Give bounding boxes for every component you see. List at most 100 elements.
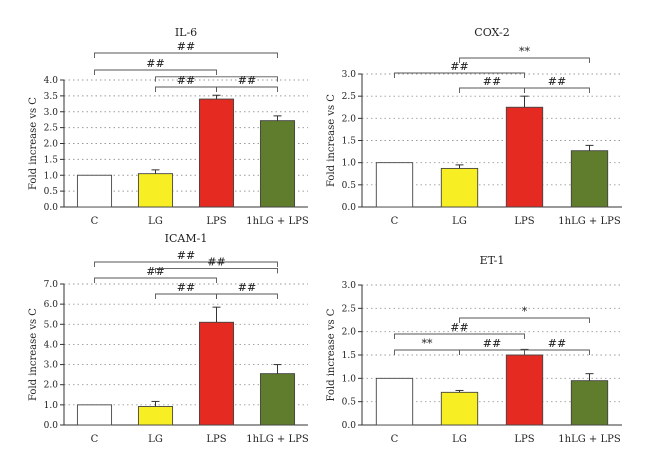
chart-title: ICAM-1 bbox=[165, 232, 208, 245]
y-tick-label: 4.0 bbox=[44, 340, 59, 350]
significance-bracket bbox=[216, 293, 278, 299]
x-tick-label: LG bbox=[452, 434, 467, 445]
y-tick-label: 1.5 bbox=[44, 155, 59, 165]
chart-panel-1: IL-6 0.0 0.5 1.0 1.5 2.0 2.5 3.0 3.5 4.0 Fold incr… bbox=[28, 26, 309, 227]
bar-lps bbox=[198, 321, 235, 426]
y-axis-label: Fold increase vs C bbox=[326, 308, 337, 401]
y-tick-label: 3.0 bbox=[44, 361, 59, 371]
y-tick-label: 1.0 bbox=[44, 171, 59, 181]
significance-label: ** bbox=[422, 337, 434, 350]
x-tick-label: LPS bbox=[514, 434, 534, 445]
bar-c bbox=[375, 377, 414, 426]
y-tick-label: 3.0 bbox=[44, 108, 59, 118]
significance-bracket bbox=[394, 333, 525, 339]
significance-label: ## bbox=[450, 60, 468, 73]
y-tick-label: 2.5 bbox=[342, 304, 357, 314]
significance-bracket bbox=[155, 76, 278, 82]
significance-label: ## bbox=[238, 281, 256, 294]
x-tick-label: 1hLG + LPS bbox=[558, 216, 621, 227]
significance-label: ## bbox=[483, 75, 501, 88]
x-tick-label: LPS bbox=[514, 216, 534, 227]
x-tick-label: LPS bbox=[206, 434, 226, 445]
y-tick-label: 0.5 bbox=[342, 398, 357, 408]
y-tick-label: 0.0 bbox=[44, 421, 59, 431]
chart-title: IL-6 bbox=[175, 26, 197, 39]
bar-lps bbox=[505, 354, 544, 426]
significance-label: ## bbox=[177, 249, 195, 262]
significance-bracket bbox=[94, 261, 278, 267]
y-axis-label: Fold increase vs C bbox=[28, 308, 39, 401]
bar-lps bbox=[198, 98, 235, 208]
y-tick-label: 1.0 bbox=[342, 159, 357, 169]
x-tick-label: C bbox=[391, 216, 399, 227]
y-axis-label: Fold increase vs C bbox=[326, 94, 337, 187]
y-tick-label: 2.0 bbox=[44, 140, 59, 150]
significance-bracket bbox=[524, 349, 590, 355]
significance-bracket bbox=[394, 72, 525, 78]
significance-label: ## bbox=[207, 255, 225, 268]
x-tick-label: C bbox=[391, 434, 399, 445]
y-tick-label: 2.0 bbox=[342, 328, 357, 338]
significance-bracket bbox=[94, 277, 217, 283]
y-tick-label: 2.0 bbox=[342, 114, 357, 124]
significance-label: ## bbox=[177, 281, 195, 294]
y-tick-label: 1.5 bbox=[342, 351, 357, 361]
x-tick-label: LG bbox=[148, 216, 163, 227]
y-tick-label: 2.0 bbox=[44, 381, 59, 391]
chart-panel-3: ICAM-1 0.0 1.0 2.0 3.0 4.0 5.0 6.0 7.0 Fold incre… bbox=[28, 232, 309, 445]
y-tick-label: 3.5 bbox=[44, 92, 59, 102]
bar-lg bbox=[440, 167, 479, 208]
x-tick-label: 1hLG + LPS bbox=[246, 216, 309, 227]
bar-1hlg-lps bbox=[259, 373, 296, 426]
y-tick-label: 1.5 bbox=[342, 137, 357, 147]
x-tick-label: LG bbox=[452, 216, 467, 227]
y-axis-label: Fold increase vs C bbox=[28, 97, 39, 190]
significance-label: ## bbox=[450, 321, 468, 334]
bar-lg bbox=[137, 173, 174, 208]
chart-title: ET-1 bbox=[480, 254, 505, 267]
x-tick-label: 1hLG + LPS bbox=[246, 434, 309, 445]
significance-label: ## bbox=[177, 74, 195, 87]
bar-1hlg-lps bbox=[259, 120, 296, 208]
bar-c bbox=[375, 162, 414, 208]
significance-bracket bbox=[94, 69, 217, 75]
x-tick-label: 1hLG + LPS bbox=[558, 434, 621, 445]
significance-bracket bbox=[459, 87, 525, 93]
y-tick-label: 0.0 bbox=[342, 203, 357, 213]
y-tick-label: 5.0 bbox=[44, 320, 59, 330]
significance-label: ## bbox=[146, 57, 164, 70]
chart-panel-2: COX-2 0.0 0.5 1.0 1.5 2.0 2.5 3.0 Fold increase … bbox=[326, 26, 622, 227]
significance-label: ## bbox=[548, 337, 566, 350]
significance-label: * bbox=[522, 305, 528, 318]
y-tick-label: 0.5 bbox=[342, 181, 357, 191]
y-tick-label: 4.0 bbox=[44, 76, 59, 86]
significance-label: ## bbox=[548, 75, 566, 88]
x-tick-label: LG bbox=[148, 434, 163, 445]
bar-lg bbox=[440, 391, 479, 426]
significance-bracket bbox=[155, 86, 217, 92]
significance-bracket bbox=[459, 349, 525, 355]
significance-label: ** bbox=[519, 45, 531, 58]
significance-bracket bbox=[155, 267, 278, 274]
significance-bracket bbox=[155, 293, 217, 299]
significance-bracket bbox=[459, 57, 590, 63]
bar-1hlg-lps bbox=[570, 380, 609, 426]
y-tick-label: 2.5 bbox=[44, 124, 59, 134]
y-tick-label: 0.0 bbox=[44, 203, 59, 213]
x-tick-label: LPS bbox=[206, 216, 226, 227]
significance-bracket bbox=[459, 317, 590, 323]
bar-c bbox=[76, 404, 113, 426]
significance-label: ## bbox=[177, 40, 195, 53]
y-tick-label: 1.0 bbox=[342, 374, 357, 384]
bar-1hlg-lps bbox=[570, 150, 609, 208]
significance-bracket bbox=[524, 87, 590, 93]
y-tick-label: 0.5 bbox=[44, 187, 59, 197]
y-tick-label: 7.0 bbox=[44, 280, 59, 290]
bar-lg bbox=[137, 406, 174, 426]
significance-bracket bbox=[94, 52, 278, 58]
y-tick-label: 1.0 bbox=[44, 401, 59, 411]
chart-title: COX-2 bbox=[474, 26, 509, 39]
chart-panel-4: ET-1 0.0 0.5 1.0 1.5 2.0 2.5 3.0 Fold increase v… bbox=[326, 254, 622, 445]
y-tick-label: 3.0 bbox=[342, 281, 357, 291]
